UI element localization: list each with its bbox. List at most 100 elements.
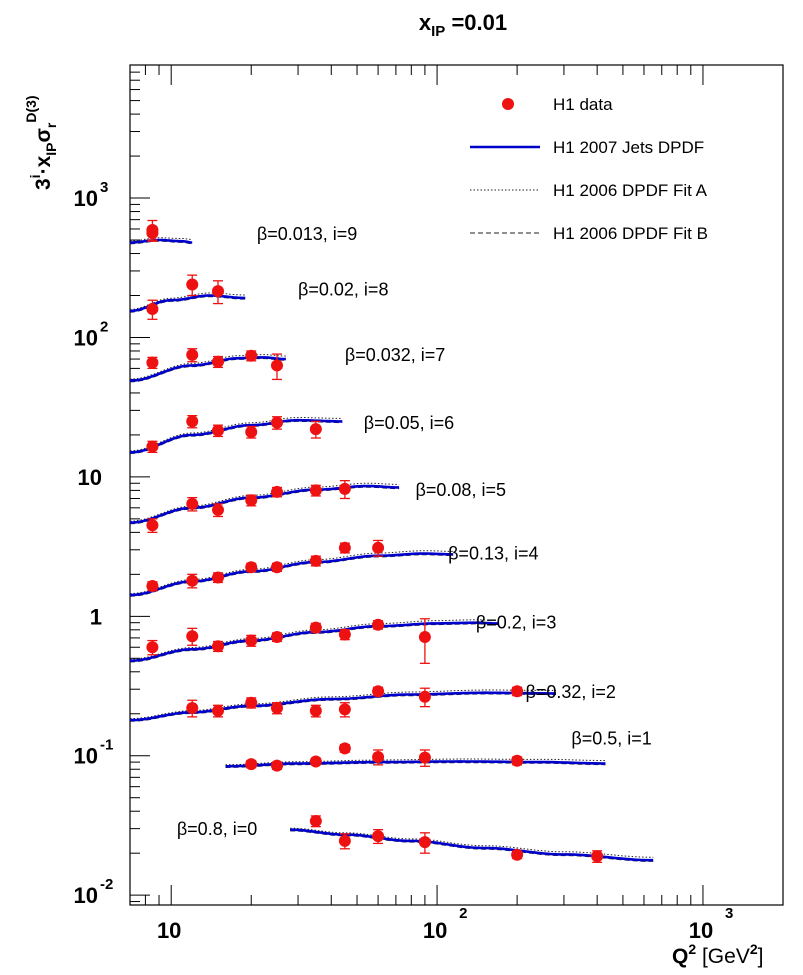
series-label: β=0.2, i=3: [476, 612, 556, 632]
data-point: [212, 285, 225, 298]
data-point: [146, 303, 159, 316]
data-point: [338, 628, 351, 641]
data-point: [309, 484, 322, 497]
data-point: [270, 416, 283, 429]
data-point: [372, 685, 385, 698]
fit-a-curve: [129, 417, 343, 452]
data-point: [186, 348, 199, 361]
series-label: β=0.013, i=9: [257, 224, 357, 244]
data-point: [591, 850, 604, 863]
data-point: [309, 554, 322, 567]
jets-dpdf-curve: [129, 484, 400, 524]
data-point: [245, 425, 258, 438]
jets-dpdf-curve: [129, 552, 454, 597]
fit-a-curve: [129, 292, 246, 310]
data-point: [245, 758, 258, 771]
data-point: [212, 571, 225, 584]
data-point: [212, 355, 225, 368]
data-point: [146, 641, 159, 654]
data-point: [309, 815, 322, 828]
data-point: [270, 631, 283, 644]
data-point: [270, 701, 283, 714]
data-point: [309, 704, 322, 717]
fit-a-curve: [225, 758, 606, 766]
data-point: [270, 485, 283, 498]
data-point: [309, 621, 322, 634]
y-axis-title: 3i·xIPσrD(3): [23, 95, 59, 190]
data-point: [146, 356, 159, 369]
y-tick-exponent: 3: [100, 179, 108, 196]
data-point: [418, 690, 431, 703]
data-point: [309, 423, 322, 436]
data-point: [245, 494, 258, 507]
series-label: β=0.13, i=4: [448, 544, 538, 564]
plot-border: [129, 64, 784, 906]
jets-dpdf-curve: [129, 691, 556, 722]
data-point: [146, 227, 159, 240]
legend-label: H1 2006 DPDF Fit A: [553, 181, 708, 200]
data-points: [146, 219, 604, 863]
data-point: [186, 415, 199, 428]
y-tick-label: 10: [74, 186, 98, 211]
legend-marker: [502, 98, 514, 110]
data-point: [270, 561, 283, 574]
x-tick-exponent: 2: [459, 905, 467, 922]
fit-a-curve: [129, 482, 400, 522]
x-tick-label: 10: [157, 918, 181, 943]
data-point: [511, 848, 524, 861]
data-point: [245, 634, 258, 647]
legend-label: H1 2006 DPDF Fit B: [553, 224, 708, 243]
data-point: [186, 630, 199, 643]
data-point: [212, 704, 225, 717]
data-point: [270, 759, 283, 772]
data-point: [270, 359, 283, 372]
data-point: [372, 830, 385, 843]
data-point: [186, 278, 199, 291]
series-label: β=0.08, i=5: [416, 480, 506, 500]
data-point: [146, 519, 159, 532]
x-axis-title: Q2 [GeV2]: [672, 941, 763, 968]
x-tick-label: 10: [689, 918, 713, 943]
series-label: β=0.032, i=7: [345, 345, 445, 365]
series-label: β=0.8, i=0: [177, 819, 257, 839]
data-point: [212, 503, 225, 516]
data-point: [212, 424, 225, 437]
data-point: [212, 640, 225, 653]
legend-label: H1 data: [553, 95, 613, 114]
fit-a-curve: [129, 550, 454, 595]
y-tick-exponent: -2: [100, 876, 113, 893]
plot-frame: [129, 64, 784, 906]
fit-b-curve: [129, 486, 400, 525]
jets-dpdf-curve: [130, 238, 193, 244]
y-tick-exponent: 2: [100, 318, 108, 335]
data-point: [338, 742, 351, 755]
data-point: [338, 834, 351, 847]
data-point: [146, 579, 159, 592]
data-point: [338, 482, 351, 495]
data-point: [372, 618, 385, 631]
data-point: [245, 349, 258, 362]
jets-dpdf-curve: [129, 418, 343, 454]
series-labels: β=0.013, i=9 β=0.02, i=8 β=0.032, i=7 β=0.0…: [177, 224, 652, 839]
data-point: [372, 750, 385, 763]
data-point: [418, 631, 431, 644]
y-tick-label: 1: [90, 604, 102, 629]
data-point: [418, 751, 431, 764]
data-point: [245, 696, 258, 709]
fit-a-curve: [290, 827, 654, 858]
data-point: [309, 755, 322, 768]
legend: H1 data H1 2007 Jets DPDF H1 2006 DPDF Fit…: [470, 95, 708, 243]
x-tick-exponent: 3: [725, 905, 733, 922]
y-tick-exponent: -1: [100, 737, 113, 754]
axis-titles: Q2 [GeV2] 3i·xIPσrD(3): [23, 95, 763, 968]
data-point: [146, 440, 159, 453]
legend-label: H1 2007 Jets DPDF: [553, 138, 704, 157]
series-label: β=0.05, i=6: [364, 413, 454, 433]
x-tick-label: 10: [423, 918, 447, 943]
series-label: β=0.5, i=1: [571, 729, 651, 749]
fit-a-curve: [129, 689, 556, 720]
y-tick-label: 10: [74, 744, 98, 769]
fit-a-curve: [129, 354, 286, 380]
